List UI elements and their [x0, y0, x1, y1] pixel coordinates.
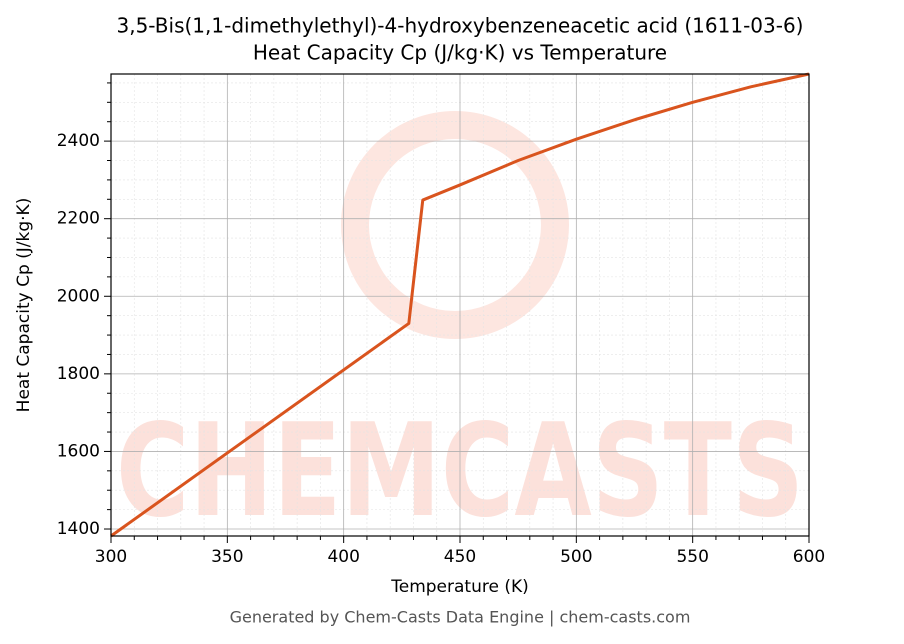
x-axis-label: Temperature (K)	[390, 577, 529, 597]
y-tick-label: 2200	[57, 209, 100, 229]
chart-subtitle: Heat Capacity Cp (J/kg·K) vs Temperature	[253, 41, 667, 65]
y-tick-label: 1800	[57, 364, 100, 384]
x-tick-label: 550	[676, 547, 708, 567]
watermark-ring	[341, 111, 569, 339]
y-tick-label: 1400	[57, 519, 100, 539]
y-tick-label: 1600	[57, 441, 100, 461]
y-axis-label: Heat Capacity Cp (J/kg·K)	[14, 198, 34, 413]
x-tick-label: 400	[327, 547, 359, 567]
x-tick-label: 500	[560, 547, 592, 567]
x-tick-label: 300	[95, 547, 127, 567]
y-tick-label: 2000	[57, 286, 100, 306]
plot-frame	[110, 73, 810, 537]
chart-title: 3,5-Bis(1,1-dimethylethyl)-4-hydroxybenz…	[117, 14, 804, 38]
footer: Generated by Chem-Casts Data Engine | ch…	[230, 608, 691, 627]
data-line	[110, 72, 810, 538]
x-tick-label: 450	[444, 547, 476, 567]
y-tick-label: 2400	[57, 131, 100, 151]
x-tick-label: 350	[211, 547, 243, 567]
x-tick-label: 600	[793, 547, 825, 567]
